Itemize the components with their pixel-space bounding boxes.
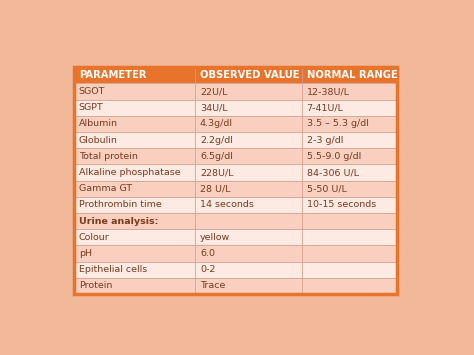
Text: 5.5-9.0 g/dl: 5.5-9.0 g/dl	[307, 152, 361, 161]
Text: Trace: Trace	[200, 282, 225, 290]
Bar	[302, 164, 397, 181]
Text: Protein: Protein	[79, 282, 112, 290]
Text: 5-50 U/L: 5-50 U/L	[307, 184, 346, 193]
Bar	[195, 67, 302, 83]
Bar	[74, 148, 195, 164]
Bar	[74, 262, 195, 278]
Text: 228U/L: 228U/L	[200, 168, 234, 177]
Bar	[302, 229, 397, 245]
Text: 7-41U/L: 7-41U/L	[307, 103, 344, 112]
Bar	[195, 213, 302, 229]
Bar	[195, 116, 302, 132]
Text: OBSERVED VALUE: OBSERVED VALUE	[200, 70, 300, 80]
Text: Prothrombin time: Prothrombin time	[79, 201, 162, 209]
Bar	[74, 229, 195, 245]
Bar	[302, 181, 397, 197]
Text: 2.2g/dl: 2.2g/dl	[200, 136, 233, 144]
Bar	[74, 197, 195, 213]
Text: 12-38U/L: 12-38U/L	[307, 87, 350, 96]
Bar	[74, 67, 397, 294]
Text: yellow: yellow	[200, 233, 230, 242]
Bar	[195, 262, 302, 278]
Text: Globulin: Globulin	[79, 136, 118, 144]
Text: 6.5g/dl: 6.5g/dl	[200, 152, 233, 161]
Bar	[195, 229, 302, 245]
Text: Epithelial cells: Epithelial cells	[79, 265, 147, 274]
Text: 4.3g/dl: 4.3g/dl	[200, 119, 233, 129]
Text: 10-15 seconds: 10-15 seconds	[307, 201, 376, 209]
Text: Alkaline phosphatase: Alkaline phosphatase	[79, 168, 180, 177]
Bar	[74, 164, 195, 181]
Text: 14 seconds: 14 seconds	[200, 201, 254, 209]
Text: 2-3 g/dl: 2-3 g/dl	[307, 136, 343, 144]
Bar	[302, 83, 397, 100]
Bar	[74, 100, 195, 116]
Bar	[74, 67, 195, 83]
Bar	[302, 116, 397, 132]
Bar	[302, 213, 397, 229]
Text: Urine analysis:: Urine analysis:	[79, 217, 158, 226]
Bar	[195, 83, 302, 100]
Bar	[74, 83, 195, 100]
Text: 3.5 – 5.3 g/dl: 3.5 – 5.3 g/dl	[307, 119, 368, 129]
Bar	[195, 164, 302, 181]
Bar	[195, 132, 302, 148]
Text: Albumin: Albumin	[79, 119, 118, 129]
Bar	[74, 181, 195, 197]
Bar	[74, 278, 195, 294]
Text: 34U/L: 34U/L	[200, 103, 228, 112]
Bar	[302, 148, 397, 164]
Text: 84-306 U/L: 84-306 U/L	[307, 168, 359, 177]
Text: NORMAL RANGE: NORMAL RANGE	[307, 70, 397, 80]
Bar	[195, 197, 302, 213]
Bar	[74, 116, 195, 132]
Bar	[195, 100, 302, 116]
Bar	[195, 148, 302, 164]
Text: PARAMETER: PARAMETER	[79, 70, 146, 80]
Text: 6.0: 6.0	[200, 249, 215, 258]
Text: 22U/L: 22U/L	[200, 87, 228, 96]
Text: pH: pH	[79, 249, 92, 258]
Text: SGPT: SGPT	[79, 103, 103, 112]
Bar	[195, 278, 302, 294]
Text: 0-2: 0-2	[200, 265, 215, 274]
Bar	[74, 245, 195, 262]
Bar	[302, 100, 397, 116]
Text: SGOT: SGOT	[79, 87, 105, 96]
Bar	[74, 132, 195, 148]
Bar	[302, 197, 397, 213]
Bar	[302, 67, 397, 83]
Bar	[302, 262, 397, 278]
Text: 28 U/L: 28 U/L	[200, 184, 230, 193]
Bar	[74, 213, 195, 229]
Text: Gamma GT: Gamma GT	[79, 184, 132, 193]
Text: Colour: Colour	[79, 233, 109, 242]
Bar	[302, 278, 397, 294]
Bar	[302, 245, 397, 262]
Text: Total protein: Total protein	[79, 152, 137, 161]
Bar	[195, 181, 302, 197]
Bar	[195, 245, 302, 262]
Bar	[302, 132, 397, 148]
